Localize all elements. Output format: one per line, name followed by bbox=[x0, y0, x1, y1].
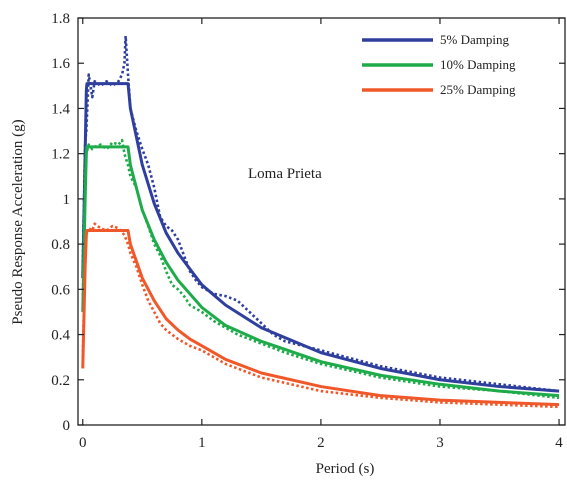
series-line-25pct-target bbox=[81, 229, 560, 407]
y-tick-label: 0.8 bbox=[51, 237, 70, 253]
legend-label-25pct: 25% Damping bbox=[440, 82, 516, 97]
y-tick-label: 0.6 bbox=[51, 282, 70, 298]
x-tick-label: 2 bbox=[317, 435, 325, 451]
x-tick-label: 4 bbox=[555, 435, 563, 451]
y-tick-label: 1 bbox=[63, 192, 71, 208]
series-line-10pct-target bbox=[81, 145, 560, 398]
y-tick-label: 1.6 bbox=[51, 56, 70, 72]
series-line-5pct-matched bbox=[81, 34, 560, 393]
series-line-10pct-matched bbox=[81, 138, 560, 400]
x-tick-label: 1 bbox=[198, 435, 206, 451]
x-tick-label: 3 bbox=[436, 435, 444, 451]
legend-label-10pct: 10% Damping bbox=[440, 57, 516, 72]
y-tick-label: 0.4 bbox=[51, 328, 70, 344]
x-tick-label: 0 bbox=[79, 435, 87, 451]
y-axis-title: Pseudo Response Acceleration (g) bbox=[10, 119, 26, 324]
y-tick-label: 1.2 bbox=[51, 147, 70, 163]
x-axis-title: Period (s) bbox=[316, 461, 375, 477]
chart-annotation: Loma Prieta bbox=[248, 166, 322, 182]
y-tick-label: 1.4 bbox=[51, 101, 70, 117]
plot-area-group: 0 0.2 0.4 0.6 0.8 1 1.2 1.4 1.6 1.8 0 1 2 3 4 bbox=[51, 11, 566, 451]
tick-layer: 0 0.2 0.4 0.6 0.8 1 1.2 1.4 1.6 1.8 0 1 2 3 4 bbox=[51, 11, 565, 451]
series-line-25pct-matched bbox=[81, 222, 560, 409]
series-layer bbox=[81, 34, 560, 409]
legend: 5% Damping 10% Damping 25% Damping bbox=[362, 32, 516, 97]
legend-label-5pct: 5% Damping bbox=[440, 32, 509, 47]
y-tick-label: 0.2 bbox=[51, 373, 70, 389]
series-line-5pct-target bbox=[81, 82, 560, 393]
y-tick-label: 0 bbox=[63, 418, 71, 434]
y-tick-label: 1.8 bbox=[51, 11, 70, 27]
